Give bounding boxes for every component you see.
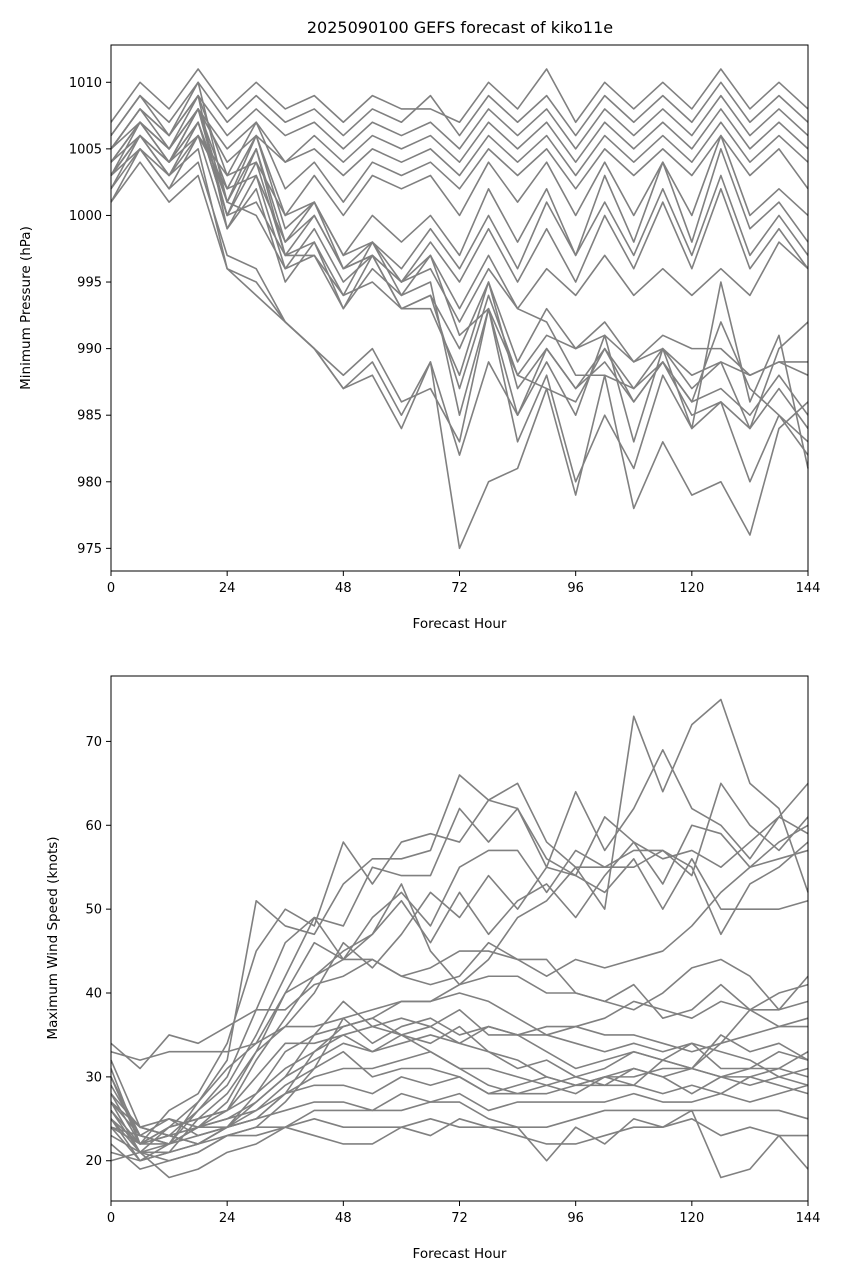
pressure-series-line-1	[110, 68, 809, 124]
wind-series-line-4	[110, 782, 809, 1145]
pressure-y-tick-label: 995	[77, 276, 102, 291]
pressure-series-line-20	[110, 134, 809, 430]
wind-y-tick-label: 50	[85, 903, 102, 918]
wind-y-tick-label: 30	[85, 1070, 102, 1085]
chart-title: 2025090100 GEFS forecast of kiko11e	[307, 18, 613, 37]
pressure-x-tick-label: 120	[679, 581, 704, 596]
wind-y-tick-label: 70	[85, 735, 102, 750]
wind-x-axis: 0 24 48 72 96 120 144	[107, 1201, 821, 1226]
pressure-y-tick-label: 1005	[69, 142, 102, 157]
wind-series-group	[110, 698, 809, 1179]
wind-y-tick-label: 40	[85, 987, 102, 1002]
wind-x-tick-label: 24	[219, 1211, 236, 1226]
wind-x-tick-label: 72	[451, 1211, 468, 1226]
pressure-x-tick-label: 0	[107, 581, 115, 596]
pressure-y-axis-label: Minimum Pressure (hPa)	[18, 226, 34, 390]
wind-y-tick-label: 20	[85, 1154, 102, 1169]
pressure-x-tick-label: 24	[219, 581, 236, 596]
pressure-x-axis-label: Forecast Hour	[413, 616, 507, 632]
pressure-series-line-2	[110, 81, 809, 137]
pressure-series-line-15	[110, 121, 809, 430]
pressure-x-axis: 0 24 48 72 96 120 144	[107, 571, 821, 596]
pressure-x-tick-label: 48	[335, 581, 352, 596]
wind-x-tick-label: 96	[567, 1211, 584, 1226]
pressure-y-tick-label: 985	[77, 409, 102, 424]
wind-x-tick-label: 144	[796, 1211, 821, 1226]
wind-series-line-23	[110, 983, 809, 1145]
wind-chart: 20 30 40 50 60 70 0 24 48 72 96 120 144 Forecast Ho…	[45, 675, 821, 1262]
wind-y-tick-label: 60	[85, 819, 102, 834]
pressure-x-tick-label: 72	[451, 581, 468, 596]
wind-x-tick-label: 48	[335, 1211, 352, 1226]
wind-series-line-10	[110, 958, 809, 1061]
wind-series-line-9	[110, 849, 809, 1070]
wind-series-line-1	[110, 698, 809, 1145]
wind-series-line-8	[110, 941, 808, 1145]
pressure-series-line-11	[110, 134, 809, 310]
wind-series-line-21	[110, 1109, 809, 1179]
wind-series-line-20	[110, 1118, 808, 1179]
wind-x-axis-label: Forecast Hour	[413, 1246, 507, 1262]
pressure-y-tick-label: 980	[77, 475, 102, 490]
pressure-series-line-16	[110, 148, 809, 456]
pressure-series-line-3	[110, 94, 809, 150]
pressure-series-line-19	[110, 134, 809, 483]
pressure-y-tick-label: 975	[77, 542, 102, 557]
pressure-series-group	[110, 68, 809, 550]
pressure-x-tick-label: 96	[567, 581, 584, 596]
pressure-series-line-5	[110, 108, 809, 177]
wind-series-line-3	[110, 807, 809, 1137]
wind-x-tick-label: 0	[107, 1211, 115, 1226]
pressure-y-tick-label: 1010	[69, 76, 102, 91]
wind-series-line-24	[110, 1008, 809, 1145]
wind-series-line-5	[110, 858, 809, 1162]
pressure-series-line-4	[110, 108, 809, 163]
pressure-x-tick-label: 144	[796, 581, 821, 596]
pressure-chart: 2025090100 GEFS forecast of kiko11e 9759…	[18, 18, 820, 632]
wind-x-tick-label: 120	[679, 1211, 704, 1226]
pressure-y-tick-label: 1000	[69, 209, 102, 224]
pressure-y-tick-label: 990	[77, 342, 102, 357]
pressure-series-line-18	[110, 161, 809, 550]
wind-series-line-17	[110, 1067, 809, 1154]
wind-y-axis: 20 30 40 50 60 70	[85, 735, 111, 1169]
wind-series-line-2	[110, 748, 809, 1154]
pressure-y-axis: 975 980 985 990 995 1000 1005 1010	[69, 76, 111, 557]
wind-y-axis-label: Maximum Wind Speed (knots)	[45, 836, 61, 1039]
